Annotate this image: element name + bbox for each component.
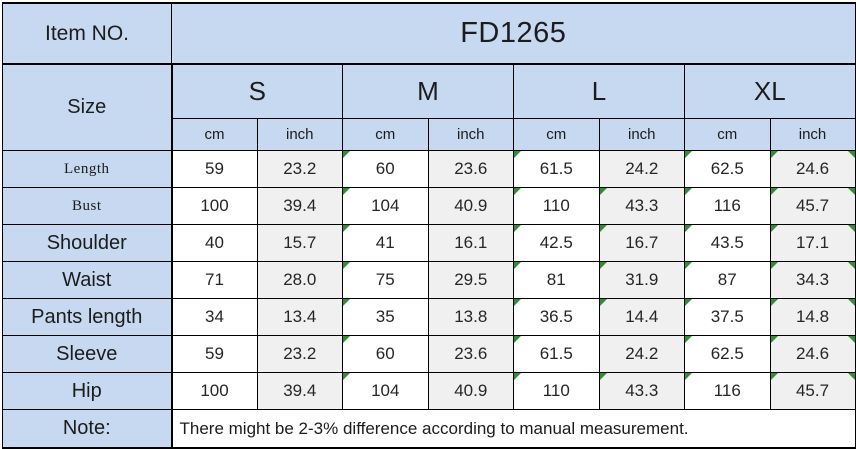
table-row-shoulder: Shoulder 40 15.7 41 16.1 42.5 16.7 43.5 …	[2, 224, 856, 262]
unit-header-cm: cm	[513, 118, 600, 151]
table-row-pants-length: Pants length 34 13.4 35 13.8 36.5 14.4 3…	[2, 298, 856, 336]
measurement-cell: 15.7	[256, 224, 343, 262]
measurement-cell: 16.7	[598, 224, 685, 262]
measurement-cell: 28.0	[256, 261, 343, 299]
measurement-cell: 110	[513, 187, 600, 225]
size-header-row: Size S M L XL	[2, 63, 856, 151]
measurement-cell: 23.6	[427, 150, 514, 188]
measurement-cell: 23.2	[256, 150, 343, 188]
size-column-header-xl: XL	[683, 63, 856, 119]
measurement-cell: 24.6	[769, 335, 856, 373]
measurement-cell: 75	[342, 261, 429, 299]
measurement-cell: 59	[171, 335, 258, 373]
row-label-waist: Waist	[2, 261, 173, 299]
measurement-cell: 61.5	[513, 150, 600, 188]
measurement-cell: 37.5	[684, 298, 771, 336]
measurement-cell: 39.4	[256, 372, 343, 410]
measurement-cell: 60	[342, 150, 429, 188]
measurement-cell: 23.2	[256, 335, 343, 373]
measurement-cell: 45.7	[769, 187, 856, 225]
unit-header-inch: inch	[598, 118, 685, 151]
measurement-cell: 17.1	[769, 224, 856, 262]
measurement-cell: 24.6	[769, 150, 856, 188]
item-no-value: FD1265	[170, 2, 856, 65]
row-label-length: Length	[2, 150, 173, 188]
measurement-cell: 24.2	[598, 335, 685, 373]
size-column-header-s: S	[171, 63, 343, 119]
measurement-cell: 34	[171, 298, 258, 336]
measurement-cell: 29.5	[427, 261, 514, 299]
size-column-header-m: M	[342, 63, 514, 119]
item-row: Item NO. FD1265	[2, 2, 856, 65]
measurement-cell: 43.3	[598, 187, 685, 225]
item-no-label: Item NO.	[2, 2, 172, 65]
measurement-cell: 81	[513, 261, 600, 299]
size-column-header-l: L	[513, 63, 685, 119]
note-text: There might be 2-3% difference according…	[170, 409, 856, 449]
measurement-cell: 34.3	[769, 261, 856, 299]
measurement-cell: 62.5	[684, 150, 771, 188]
unit-header-inch: inch	[427, 118, 514, 151]
measurement-cell: 71	[171, 261, 258, 299]
measurement-cell: 40	[171, 224, 258, 262]
measurement-cell: 42.5	[513, 224, 600, 262]
measurement-cell: 39.4	[256, 187, 343, 225]
measurement-cell: 23.6	[427, 335, 514, 373]
row-label-shoulder: Shoulder	[2, 224, 173, 262]
unit-header-inch: inch	[769, 118, 856, 151]
measurement-cell: 24.2	[598, 150, 685, 188]
measurement-cell: 116	[684, 187, 771, 225]
measurement-cell: 104	[342, 372, 429, 410]
measurement-cell: 59	[171, 150, 258, 188]
measurement-cell: 35	[342, 298, 429, 336]
size-label: Size	[2, 63, 173, 151]
row-label-hip: Hip	[2, 372, 173, 410]
measurement-cell: 110	[513, 372, 600, 410]
measurement-cell: 13.8	[427, 298, 514, 336]
measurement-cell: 87	[684, 261, 771, 299]
table-row-hip: Hip 100 39.4 104 40.9 110 43.3 116 45.7	[2, 372, 856, 410]
measurement-cell: 14.4	[598, 298, 685, 336]
unit-header-cm: cm	[342, 118, 429, 151]
unit-header-inch: inch	[256, 118, 343, 151]
table-row-length: Length 59 23.2 60 23.6 61.5 24.2 62.5 24…	[2, 150, 856, 188]
measurement-cell: 62.5	[684, 335, 771, 373]
measurement-cell: 61.5	[513, 335, 600, 373]
table-row-sleeve: Sleeve 59 23.2 60 23.6 61.5 24.2 62.5 24…	[2, 335, 856, 373]
measurement-cell: 41	[342, 224, 429, 262]
row-label-sleeve: Sleeve	[2, 335, 173, 373]
measurement-cell: 16.1	[427, 224, 514, 262]
unit-header-cm: cm	[684, 118, 771, 151]
measurement-cell: 31.9	[598, 261, 685, 299]
unit-header-cm: cm	[171, 118, 258, 151]
row-label-pants-length: Pants length	[2, 298, 173, 336]
measurement-cell: 40.9	[427, 372, 514, 410]
measurement-cell: 43.3	[598, 372, 685, 410]
measurement-cell: 36.5	[513, 298, 600, 336]
measurement-cell: 45.7	[769, 372, 856, 410]
measurement-cell: 14.8	[769, 298, 856, 336]
measurement-cell: 104	[342, 187, 429, 225]
measurement-cell: 40.9	[427, 187, 514, 225]
table-row-waist: Waist 71 28.0 75 29.5 81 31.9 87 34.3	[2, 261, 856, 299]
note-row: Note: There might be 2-3% difference acc…	[2, 409, 856, 449]
measurement-cell: 13.4	[256, 298, 343, 336]
measurement-cell: 60	[342, 335, 429, 373]
table-row-bust: Bust 100 39.4 104 40.9 110 43.3 116 45.7	[2, 187, 856, 225]
unit-header-row: cm inch cm inch cm inch cm inch	[3, 118, 856, 151]
measurement-cell: 43.5	[684, 224, 771, 262]
note-label: Note:	[2, 409, 173, 449]
measurement-cell: 100	[171, 187, 258, 225]
measurement-cell: 100	[171, 372, 258, 410]
measurement-cell: 116	[684, 372, 771, 410]
row-label-bust: Bust	[2, 187, 173, 225]
